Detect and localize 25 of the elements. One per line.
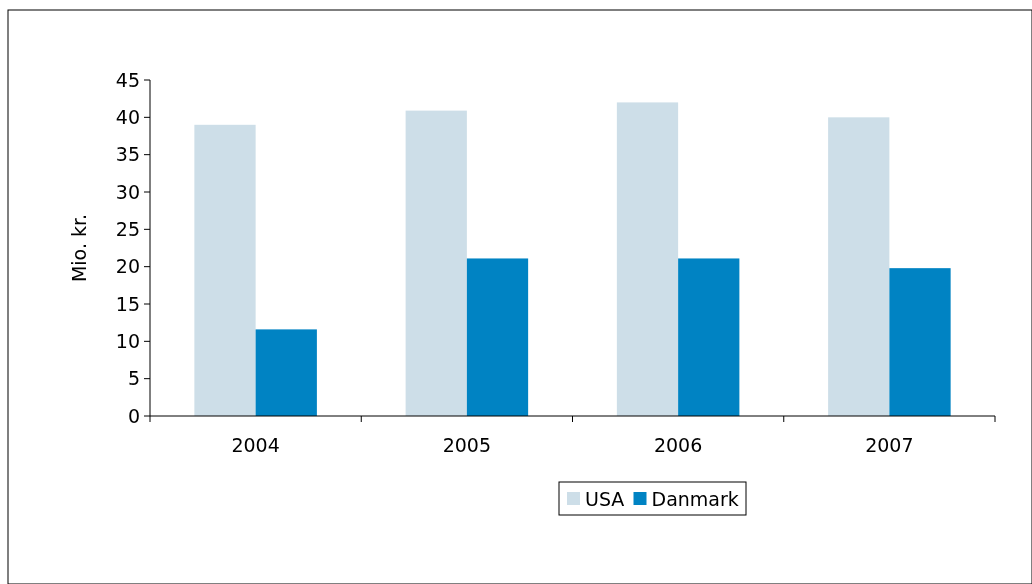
- y-tick-label: 15: [115, 292, 140, 315]
- y-tick-label: 25: [115, 217, 140, 240]
- bar: [616, 102, 679, 416]
- y-tick-label: 10: [115, 329, 140, 352]
- x-tick-label: 2005: [442, 434, 492, 456]
- bar: [405, 110, 467, 416]
- x-tick-label: 2007: [865, 434, 914, 456]
- bar: [255, 329, 317, 416]
- y-tick-label: 45: [115, 68, 140, 91]
- y-tick-label: 0: [127, 404, 140, 427]
- y-tick-label: 30: [115, 180, 140, 203]
- y-tick-label: 20: [115, 255, 140, 278]
- y-axis-title: Mio. kr.: [68, 213, 90, 283]
- bar: [828, 117, 890, 416]
- y-tick-label: 5: [127, 367, 140, 390]
- bar: [194, 124, 256, 416]
- bar: [889, 268, 951, 416]
- x-tick-label: 2004: [231, 434, 280, 456]
- y-tick-label: 40: [115, 105, 140, 128]
- legend-label: Danmark: [651, 487, 739, 510]
- bar: [466, 258, 529, 416]
- y-tick-label: 35: [115, 143, 140, 166]
- legend-label: USA: [585, 487, 625, 510]
- bar: [678, 258, 740, 416]
- x-tick-label: 2006: [653, 434, 703, 456]
